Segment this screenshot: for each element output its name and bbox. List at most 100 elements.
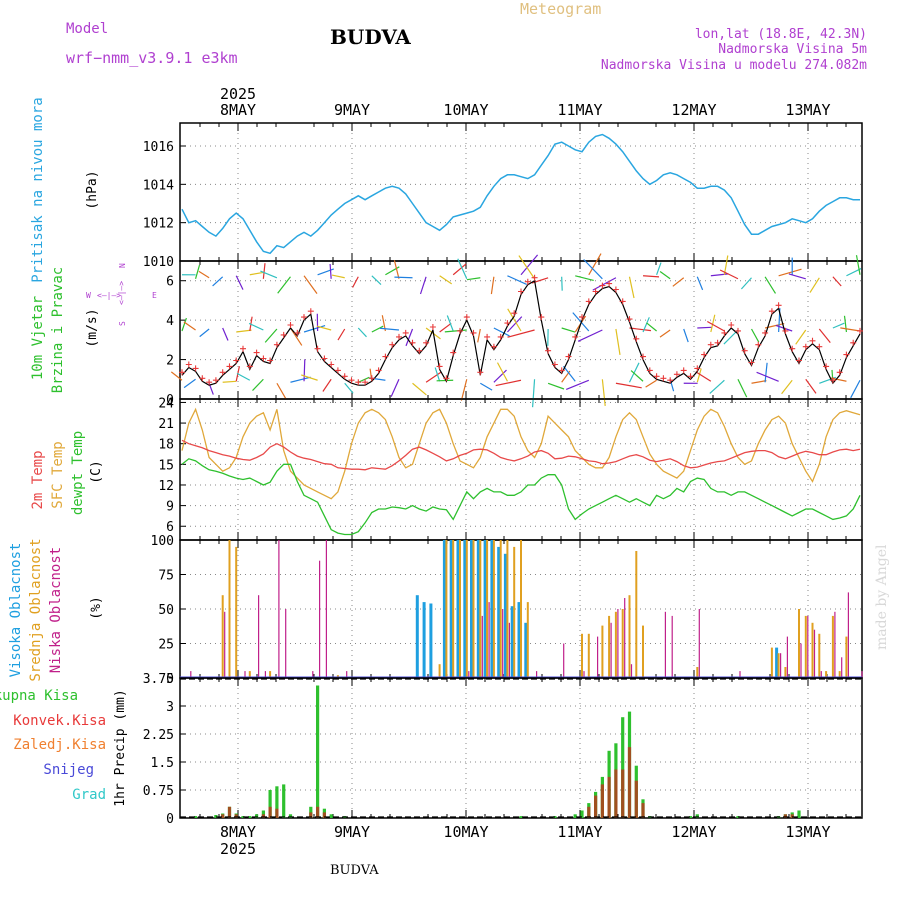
precip-total-bar [797, 810, 801, 818]
precip-conv-bar [600, 784, 604, 818]
wind-arrow [565, 379, 590, 390]
wind-arrow [439, 322, 452, 333]
wind-arrow [322, 378, 332, 392]
wind-gust-marker [843, 351, 850, 358]
wind-gust-marker [334, 367, 341, 374]
wind-gust-marker [396, 333, 402, 340]
cloud-low-bar [780, 653, 782, 678]
wind-arrow [592, 277, 617, 291]
wind-arrow [170, 371, 183, 381]
wind-arrow [723, 255, 729, 275]
bottom-day-label: 10MAY [443, 823, 488, 841]
cloud-high-bar [422, 602, 426, 678]
cloud-high-bar [775, 647, 779, 678]
wind-arrow [371, 325, 384, 333]
wind-gust-marker [368, 375, 375, 382]
cloud-mid-bar [445, 540, 448, 678]
wind-gust-marker [389, 341, 396, 348]
wind-arrow [352, 276, 359, 288]
wind-arrow [358, 376, 370, 383]
cloud-low-bar [664, 611, 666, 678]
cloud-mid-bar [621, 609, 624, 678]
wind-arrow [331, 274, 345, 279]
wind-gust-marker [524, 278, 531, 285]
wind-gust-marker [416, 347, 423, 354]
wind-arrow [460, 379, 468, 401]
wind-arrow [198, 270, 210, 279]
precip-conv-bar [275, 808, 279, 818]
cloud-mid-bar [601, 625, 604, 678]
wind-arrow [301, 374, 318, 381]
cloud-low-bar [630, 664, 633, 678]
precip-legend-snow: Snijeg [43, 762, 94, 778]
wind-arrow [457, 258, 468, 280]
precip-conv-bar [268, 806, 272, 818]
cloud-mid-bar [513, 546, 516, 678]
wind-gust-marker [328, 361, 335, 368]
cloud-mid-bar [614, 611, 617, 678]
wind-arrow [561, 276, 563, 291]
precip-total-bar [261, 810, 265, 818]
cloud-mid-bar [784, 667, 787, 678]
wind-gust-marker [484, 333, 491, 340]
cloud-low-bar [285, 609, 287, 678]
cloud-mid-bar [235, 546, 238, 678]
y-tick-label: 24 [158, 396, 174, 411]
wind-arrow [601, 379, 606, 406]
wind-arrow [446, 315, 454, 332]
temperature-panel: 6 9 12 15 18 21 24 [158, 396, 863, 541]
model-label: Model [66, 21, 108, 37]
temp-2m-title: 2m Temp [30, 450, 46, 509]
wind-gust-marker [185, 361, 192, 368]
wind-ns-arrow: <—|—> [117, 281, 126, 305]
wind-arrow [466, 277, 481, 281]
precip-panel: 0 0.75 1.5 2.25 3 3.75 [143, 672, 863, 827]
precip-conv-bar [587, 806, 591, 818]
precip-legend-hail: Grad [72, 787, 106, 803]
wind-arrow [222, 327, 229, 341]
bottom-day-label: 13MAY [785, 823, 830, 841]
cloud-high-bar [476, 540, 480, 678]
wind-arrow [788, 273, 806, 280]
precip-conv-bar [261, 814, 265, 818]
top-day-label: 9MAY [334, 101, 370, 119]
cloud-high-bar [483, 540, 487, 678]
cloud-high-bar [470, 540, 473, 678]
cloud-mid-bar [459, 540, 461, 678]
wind-arrow [439, 275, 453, 285]
precip-unit: 1hr Precip (mm) [113, 689, 128, 806]
watermark: made by Angel [874, 544, 890, 650]
wind-gust-marker [518, 288, 524, 295]
wind-gust-marker [626, 316, 633, 323]
wind-north: N [118, 263, 127, 268]
cloud-panel: 0 25 50 75 100 [151, 534, 863, 687]
wind-arrow [710, 273, 729, 277]
cloud-mid-bar [248, 671, 251, 678]
cloud-mid-bar [818, 633, 821, 678]
precip-total-bar [573, 814, 577, 818]
cloud-low-bar [671, 615, 673, 678]
wind-arrow [444, 329, 467, 333]
top-day-label: 8MAY [220, 101, 256, 119]
wind-arrow [394, 276, 413, 279]
top-year-label: 2025 [220, 85, 256, 103]
cloud-mid-bar [269, 671, 272, 678]
wind-gust-marker [572, 333, 579, 340]
cloud-mid-bar [770, 647, 773, 678]
precip-conv-bar [621, 769, 625, 818]
wind-arrow [615, 328, 621, 355]
precip-conv-bar [316, 806, 320, 818]
wind-arrow [507, 275, 527, 285]
wind-arrow [303, 325, 326, 333]
cloud-mid-bar [486, 540, 489, 678]
temp-sfc-title: SFC Temp [50, 441, 66, 508]
wind-arrow [252, 378, 264, 392]
wind-gust-marker [457, 327, 463, 334]
precip-conv-bar [309, 812, 313, 818]
wind-gust-marker [355, 379, 362, 386]
bottom-day-label: 8MAY [220, 823, 256, 841]
y-tick-label: 75 [158, 569, 174, 584]
cloud-low-bar [807, 615, 809, 678]
wind-gust-marker [714, 339, 721, 346]
precip-total-bar [248, 816, 252, 818]
